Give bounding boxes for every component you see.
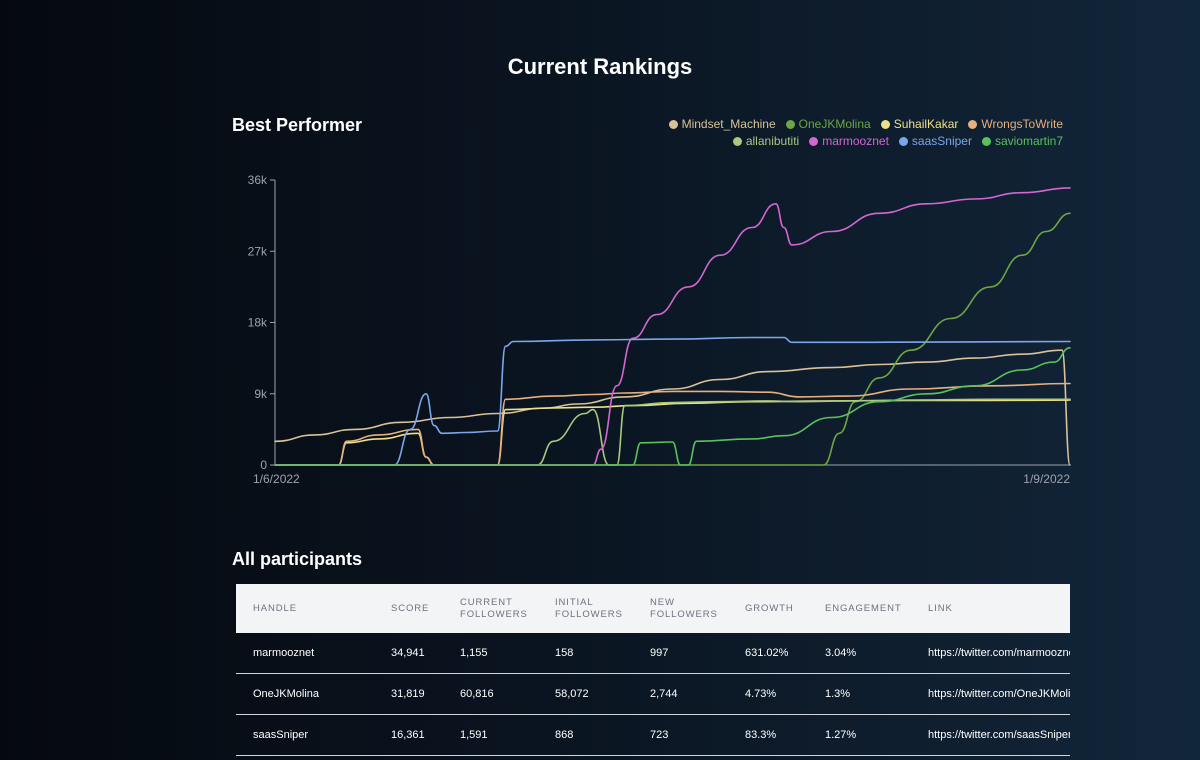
column-header-link[interactable]: LINK [928, 602, 953, 614]
series-line-saviomartin7 [274, 347, 1071, 466]
cell-engagement: 1.27% [808, 714, 911, 756]
column-header-growth[interactable]: GROWTH [745, 602, 794, 614]
cell-new-followers: 2,744 [633, 673, 728, 715]
series-line-saassniper [274, 336, 1071, 466]
y-tick-label: 9k [254, 387, 268, 401]
participants-table-container[interactable]: HANDLE SCORE CURRENT FOLLOWERS INITIAL F… [236, 584, 1070, 760]
cell-link[interactable]: https://twitter.com/saasSniper [911, 714, 1070, 756]
legend-item-onejkmolina[interactable]: OneJKMolina [785, 117, 871, 131]
cell-handle: OneJKMolina [236, 673, 374, 715]
cell-current-followers: 1,155 [443, 633, 538, 674]
x-tick-label-start: 1/6/2022 [253, 472, 300, 486]
y-tick-label: 18k [248, 316, 268, 330]
cell-growth: 4.73% [728, 673, 808, 715]
table-row: marmooznet 34,941 1,155 158 997 631.02% … [236, 633, 1070, 674]
legend-swatch [968, 119, 978, 129]
y-tick-label: 36k [248, 173, 268, 187]
cell-current-followers: 60,816 [443, 673, 538, 715]
legend-item-saviomartin7[interactable]: saviomartin7 [981, 134, 1063, 148]
cell-engagement: 1.3% [808, 673, 911, 715]
series-line-onejkmolina [274, 212, 1071, 466]
table-header-row: HANDLE SCORE CURRENT FOLLOWERS INITIAL F… [236, 584, 1070, 633]
table-row: OneJKMolina 31,819 60,816 58,072 2,744 4… [236, 673, 1070, 715]
cell-current-followers: 1,591 [443, 714, 538, 756]
legend-label: allanibutiti [745, 134, 800, 148]
legend-label: saasSniper [911, 134, 972, 148]
participants-title: All participants [232, 549, 363, 569]
column-header-handle[interactable]: HANDLE [253, 602, 297, 614]
legend-item-saassniper[interactable]: saasSniper [898, 134, 972, 148]
y-tick-label: 27k [248, 244, 268, 258]
legend-swatch [732, 136, 742, 146]
legend-label: WrongsToWrite [981, 117, 1063, 131]
column-header-new-followers[interactable]: NEW FOLLOWERS [650, 596, 718, 620]
cell-new-followers: 723 [633, 714, 728, 756]
legend-item-mindset-machine[interactable]: Mindset_Machine [668, 117, 776, 131]
cell-handle: saasSniper [236, 714, 374, 756]
legend-swatch [785, 119, 795, 129]
cell-score: 34,941 [374, 633, 443, 674]
legend-label: SuhailKakar [893, 117, 959, 131]
legend-swatch [809, 136, 819, 146]
column-header-engagement[interactable]: ENGAGEMENT [825, 602, 902, 614]
best-performer-chart: 0 9k 18k 27k 36k 1/6/2022 1/9/2022 [248, 173, 1071, 486]
chart-title: Best Performer [232, 115, 363, 135]
y-tick-label: 0 [260, 458, 267, 472]
participants-table: HANDLE SCORE CURRENT FOLLOWERS INITIAL F… [236, 584, 1070, 756]
cell-initial-followers: 58,072 [538, 673, 633, 715]
cell-new-followers: 997 [633, 633, 728, 674]
page-title: Current Rankings [507, 54, 693, 79]
cell-link[interactable]: https://twitter.com/marmooznet [911, 633, 1070, 674]
legend-swatch [668, 119, 678, 129]
legend-swatch [898, 136, 908, 146]
legend-swatch [981, 136, 991, 146]
column-header-initial-followers[interactable]: INITIAL FOLLOWERS [555, 596, 623, 620]
cell-score: 16,361 [374, 714, 443, 756]
legend-item-suhailkakar[interactable]: SuhailKakar [880, 117, 959, 131]
x-tick-label-end: 1/9/2022 [1023, 472, 1070, 486]
cell-initial-followers: 158 [538, 633, 633, 674]
series-line-mindset-machine [274, 349, 1071, 466]
series-line-marmooznet [274, 187, 1071, 466]
cell-initial-followers: 868 [538, 714, 633, 756]
legend-item-allanibutiti[interactable]: allanibutiti [732, 134, 800, 148]
legend-item-wrongstowrite[interactable]: WrongsToWrite [968, 117, 1063, 131]
series-line-wrongstowrite [274, 382, 1071, 466]
cell-engagement: 3.04% [808, 633, 911, 674]
column-header-score[interactable]: SCORE [391, 602, 430, 614]
legend-item-marmooznet[interactable]: marmooznet [809, 134, 889, 148]
cell-score: 31,819 [374, 673, 443, 715]
legend-label: saviomartin7 [994, 134, 1063, 148]
table-row: saasSniper 16,361 1,591 868 723 83.3% 1.… [236, 714, 1070, 756]
legend-swatch [880, 119, 890, 129]
cell-link[interactable]: https://twitter.com/OneJKMolina [911, 673, 1070, 715]
series-line-allanibutiti [274, 398, 1071, 466]
legend-label: marmooznet [822, 134, 889, 148]
column-header-current-followers[interactable]: CURRENT FOLLOWERS [460, 596, 528, 620]
cell-growth: 83.3% [728, 714, 808, 756]
legend-label: OneJKMolina [798, 117, 871, 131]
cell-growth: 631.02% [728, 633, 808, 674]
cell-handle: marmooznet [236, 633, 374, 674]
chart-legend: Mindset_Machine OneJKMolina SuhailKakar Wro… [623, 117, 1063, 148]
legend-label: Mindset_Machine [681, 117, 776, 131]
